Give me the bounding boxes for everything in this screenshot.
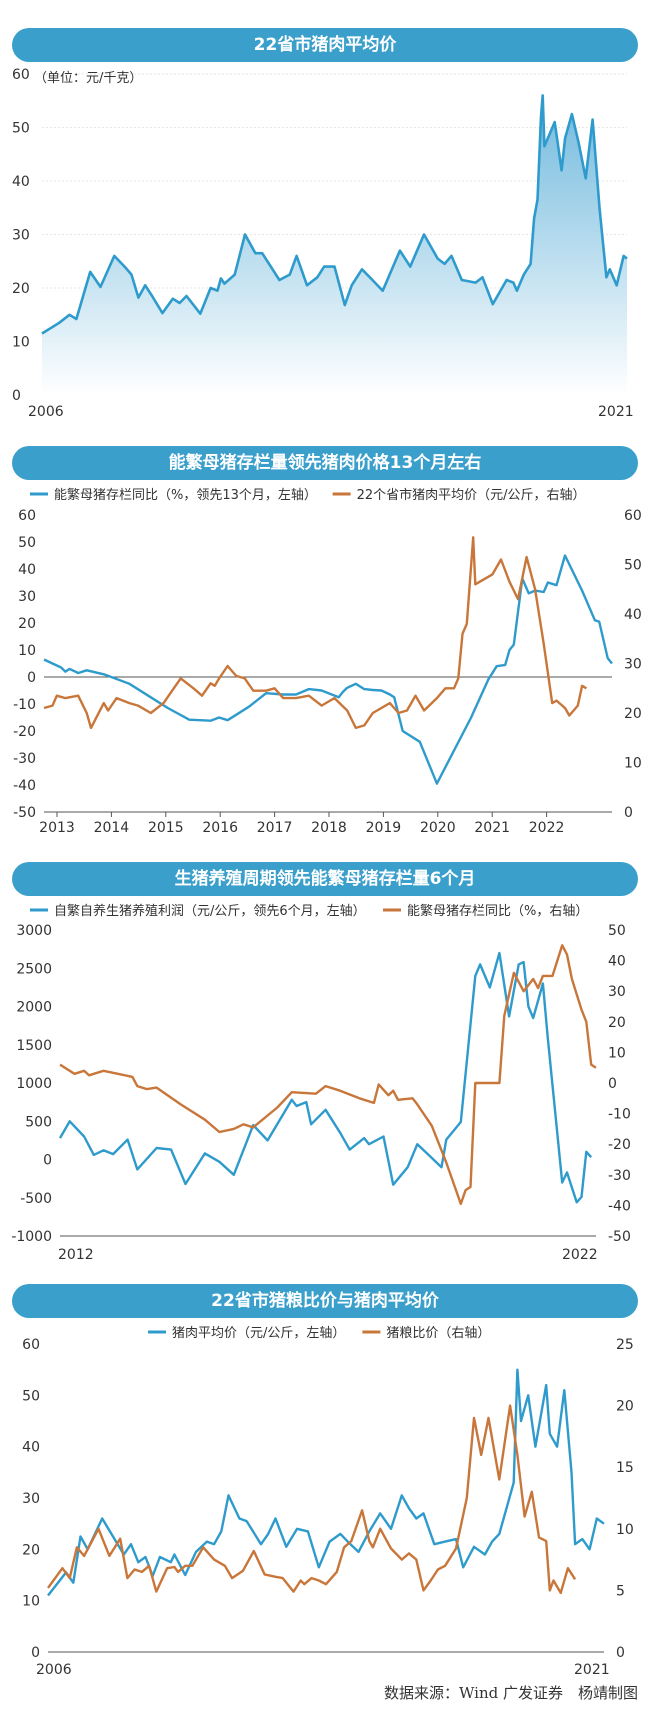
chart4-left-ytick-0: 0 bbox=[31, 1645, 40, 1661]
chart3-xtick-2022: 2022 bbox=[562, 1247, 598, 1263]
chart4-xtick-2006: 2006 bbox=[36, 1662, 72, 1678]
chart3-left-ytick-2000: 2000 bbox=[16, 1000, 52, 1016]
chart1-ytick-60: 60 bbox=[12, 67, 30, 83]
chart1-ytick-30: 30 bbox=[12, 228, 30, 244]
chart2-left-ytick--50: -50 bbox=[13, 805, 36, 821]
legend-label-1: 能繁母猪存栏同比（%，领先13个月，左轴） bbox=[54, 487, 317, 503]
chart1-pork-price-area: 0 10 20 30 40 50 60 （单位：元/千克） 2006 2021 bbox=[12, 67, 634, 420]
chart2-right-ytick-40: 40 bbox=[624, 607, 642, 623]
chart2-series-2-line bbox=[43, 536, 588, 730]
chart3-right-ytick-50: 50 bbox=[608, 923, 626, 939]
chart2-xtick-2020: 2020 bbox=[420, 820, 456, 836]
chart2-xtick-2015: 2015 bbox=[148, 820, 184, 836]
chart4-left-ytick-50: 50 bbox=[22, 1388, 40, 1404]
legend-label-1: 猪肉平均价（元/公斤，左轴） bbox=[172, 1326, 345, 1341]
chart1-ytick-50: 50 bbox=[12, 121, 30, 137]
chart3-left-ytick-3000: 3000 bbox=[16, 923, 52, 939]
chart2-left-ytick-50: 50 bbox=[18, 535, 36, 551]
chart2-left-ytick-30: 30 bbox=[18, 589, 36, 605]
data-source-note: 数据来源：Wind 广发证券 杨靖制图 bbox=[384, 1684, 638, 1702]
chart1-unit-label: （单位：元/千克） bbox=[34, 71, 142, 86]
chart2-left-ytick-0: 0 bbox=[27, 670, 36, 686]
chart3-right-ytick-40: 40 bbox=[608, 954, 626, 970]
chart3-right-ytick--30: -30 bbox=[608, 1168, 631, 1184]
chart2-right-ytick-20: 20 bbox=[624, 706, 642, 722]
chart2-xtick-2013: 2013 bbox=[39, 820, 75, 836]
chart4-right-ytick-25: 25 bbox=[616, 1337, 634, 1353]
chart4-right-ytick-20: 20 bbox=[616, 1399, 634, 1415]
chart3-profit-vs-sow-line: 自繁自养生猪养殖利润（元/公斤，领先6个月，左轴） 能繁母猪存栏同比（%，右轴） -… bbox=[11, 903, 631, 1263]
chart2-xtick-2019: 2019 bbox=[366, 820, 402, 836]
chart2-left-ytick-20: 20 bbox=[18, 616, 36, 632]
chart2-left-ytick--10: -10 bbox=[13, 697, 36, 713]
chart2-left-ytick-60: 60 bbox=[18, 508, 36, 524]
chart4-right-ytick-10: 10 bbox=[616, 1522, 634, 1538]
chart4-left-ytick-30: 30 bbox=[22, 1491, 40, 1507]
chart4-title-banner: 22省市猪粮比价与猪肉平均价 bbox=[12, 1284, 638, 1318]
chart3-left-ytick-1000: 1000 bbox=[16, 1076, 52, 1092]
chart2-right-ytick-30: 30 bbox=[624, 657, 642, 673]
chart3-left-ytick-0: 0 bbox=[43, 1153, 52, 1169]
chart4-right-ytick-15: 15 bbox=[616, 1460, 634, 1476]
chart3-right-ytick-20: 20 bbox=[608, 1015, 626, 1031]
chart2-right-ytick-0: 0 bbox=[624, 805, 633, 821]
chart1-title-banner: 22省市猪肉平均价 bbox=[12, 28, 638, 62]
chart3-xtick-2012: 2012 bbox=[58, 1247, 94, 1263]
chart4-left-ytick-10: 10 bbox=[22, 1594, 40, 1610]
chart2-title-banner: 能繁母猪存栏量领先猪肉价格13个月左右 bbox=[12, 446, 638, 480]
chart2-right-ytick-60: 60 bbox=[624, 508, 642, 524]
chart3-right-ytick--50: -50 bbox=[608, 1229, 631, 1245]
legend-label-2: 能繁母猪存栏同比（%，右轴） bbox=[407, 903, 588, 919]
chart1-ytick-10: 10 bbox=[12, 335, 30, 351]
legend-label-2: 猪粮比价（右轴） bbox=[386, 1326, 490, 1341]
chart4-left-ytick-20: 20 bbox=[22, 1542, 40, 1558]
chart3-right-ytick-0: 0 bbox=[608, 1076, 617, 1092]
chart3-series-1-line bbox=[58, 951, 593, 1204]
chart2-xtick-2017: 2017 bbox=[257, 820, 293, 836]
chart3-right-ytick--20: -20 bbox=[608, 1137, 631, 1153]
chart1-xtick-2006: 2006 bbox=[28, 404, 64, 420]
chart4-right-ytick-5: 5 bbox=[616, 1583, 625, 1599]
chart2-right-ytick-10: 10 bbox=[624, 756, 642, 772]
chart1-area-fill bbox=[42, 95, 627, 396]
chart2-left-ytick-10: 10 bbox=[18, 643, 36, 659]
chart3-left-ytick-1500: 1500 bbox=[16, 1038, 52, 1054]
chart2-xtick-2018: 2018 bbox=[311, 820, 347, 836]
chart2-xtick-2016: 2016 bbox=[202, 820, 238, 836]
chart3-title-banner: 生猪养殖周期领先能繁母猪存栏量6个月 bbox=[12, 862, 638, 896]
chart4-xtick-2021: 2021 bbox=[574, 1662, 610, 1678]
chart1-ytick-0: 0 bbox=[12, 388, 21, 404]
chart4-left-ytick-60: 60 bbox=[22, 1337, 40, 1353]
chart2-xtick-2022: 2022 bbox=[529, 820, 565, 836]
chart2-xtick-2021: 2021 bbox=[474, 820, 510, 836]
chart4-right-ytick-0: 0 bbox=[616, 1645, 625, 1661]
chart3-right-ytick-10: 10 bbox=[608, 1045, 626, 1061]
legend-label-1: 自繁自养生猪养殖利润（元/公斤，领先6个月，左轴） bbox=[54, 903, 366, 919]
chart2-sow-vs-pork-line: 能繁母猪存栏同比（%，领先13个月，左轴） 22个省市猪肉平均价（元/公斤，右轴）… bbox=[13, 487, 642, 836]
chart1-ytick-40: 40 bbox=[12, 174, 30, 190]
chart2-left-ytick--20: -20 bbox=[13, 724, 36, 740]
chart1-xtick-2021: 2021 bbox=[598, 404, 634, 420]
chart3-right-ytick-30: 30 bbox=[608, 984, 626, 1000]
chart4-series-2-line bbox=[47, 1404, 577, 1595]
chart2-left-ytick--30: -30 bbox=[13, 751, 36, 767]
chart3-right-ytick--10: -10 bbox=[608, 1107, 631, 1123]
chart2-left-ytick-40: 40 bbox=[18, 562, 36, 578]
chart2-right-ytick-50: 50 bbox=[624, 558, 642, 574]
chart1-price-line bbox=[41, 94, 628, 335]
chart3-left-ytick--1000: -1000 bbox=[11, 1229, 52, 1245]
chart2-xtick-2014: 2014 bbox=[94, 820, 130, 836]
chart2-series-1-line bbox=[43, 554, 613, 785]
chart2-left-ytick--40: -40 bbox=[13, 778, 36, 794]
legend-label-2: 22个省市猪肉平均价（元/公斤，右轴） bbox=[357, 487, 586, 503]
chart3-series-2-line bbox=[59, 944, 597, 1206]
chart1-ytick-20: 20 bbox=[12, 281, 30, 297]
chart3-left-ytick-2500: 2500 bbox=[16, 961, 52, 977]
chart3-left-ytick-500: 500 bbox=[25, 1114, 52, 1130]
chart3-right-ytick--40: -40 bbox=[608, 1198, 631, 1214]
chart4-left-ytick-40: 40 bbox=[22, 1440, 40, 1456]
chart3-left-ytick--500: -500 bbox=[20, 1191, 52, 1207]
